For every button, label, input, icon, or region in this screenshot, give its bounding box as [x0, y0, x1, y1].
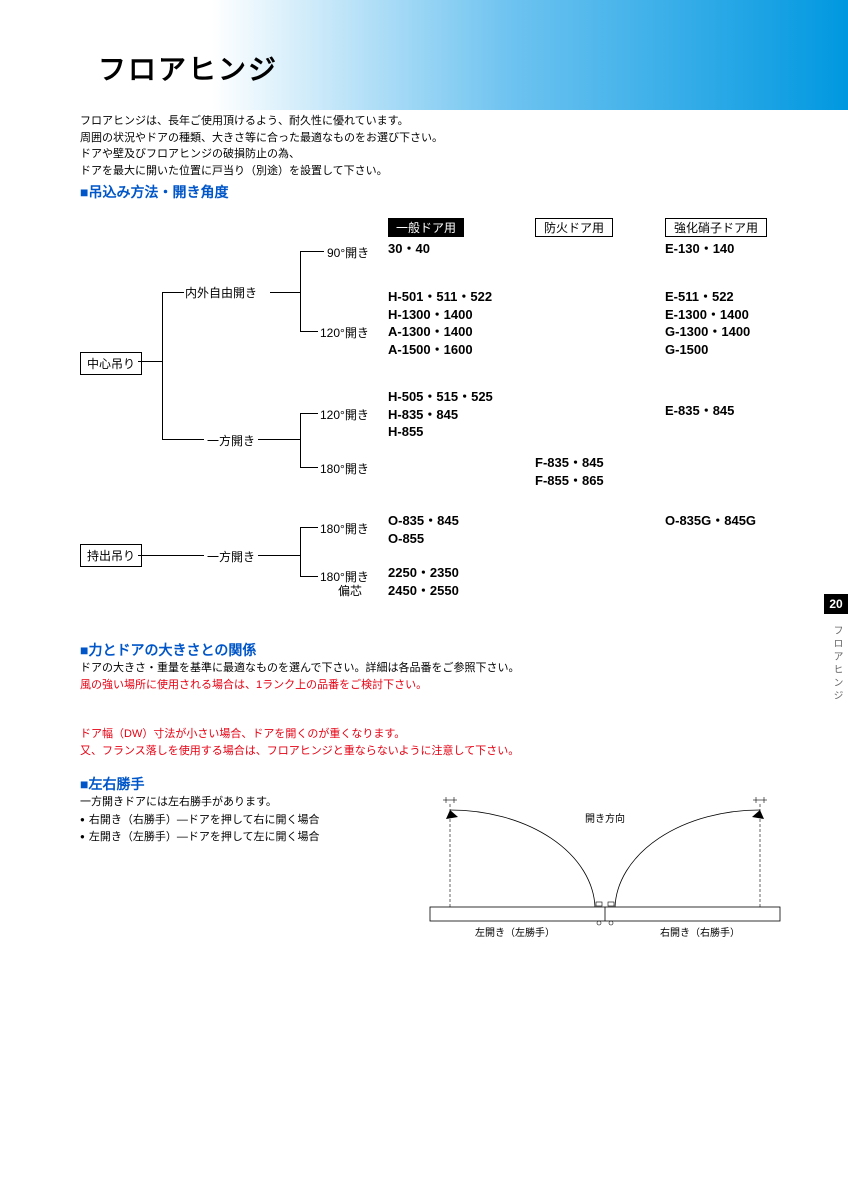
angle-180a: 180°開き — [320, 460, 369, 477]
prod-g-90: 30・40 — [388, 240, 430, 258]
swing-diagram: 開き方向 左開き（左勝手） 右開き（右勝手） — [420, 792, 790, 942]
header-band: フロアヒンジ — [0, 0, 848, 110]
sec3-bullet: 左開き（左勝手）―ドアを押して左に開く場合 — [80, 829, 320, 847]
sec2-line: ドアの大きさ・重量を基準に最適なものを選んで下さい。詳細は各品番をご参照下さい。 — [80, 660, 519, 677]
angle-120b: 120°開き — [320, 406, 369, 423]
sec3-line: 一方開きドアには左右勝手があります。 — [80, 794, 320, 812]
angle-180o: 180°開き — [320, 520, 369, 537]
page-title: フロアヒンジ — [98, 48, 848, 88]
angle-120a: 120°開き — [320, 324, 369, 341]
intro-line: 周囲の状況やドアの種類、大きさ等に合った最適なものをお選び下さい。 — [80, 130, 443, 147]
node-offset-hang: 持出吊り — [80, 544, 142, 567]
prod-g-180o: O-835・845 O-855 — [388, 512, 459, 547]
page-number-tab: 20 — [824, 594, 848, 614]
intro-line: フロアヒンジは、長年ご使用頂けるよう、耐久性に優れています。 — [80, 113, 443, 130]
intro-line: ドアを最大に開いた位置に戸当り（別途）を設置して下さい。 — [80, 163, 443, 180]
sec2-red: 又、フランス落しを使用する場合は、フロアヒンジと重ならないように注意して下さい。 — [80, 743, 519, 760]
section3-body: 一方開きドアには左右勝手があります。 右開き（右勝手）―ドアを押して右に開く場合… — [80, 794, 320, 847]
node-one-way-b: 一方開き — [207, 548, 255, 565]
diagram-open-dir: 開き方向 — [585, 812, 625, 825]
section1-header: ■吊込み方法・開き角度 — [80, 182, 228, 202]
sec3-bullet: 右開き（右勝手）―ドアを押して右に開く場合 — [80, 812, 320, 830]
intro-text: フロアヒンジは、長年ご使用頂けるよう、耐久性に優れています。 周囲の状況やドアの… — [80, 113, 443, 179]
angle-180e-sub: 偏芯 — [338, 582, 362, 599]
node-free-swing: 内外自由開き — [185, 284, 257, 301]
sec2-red: 風の強い場所に使用される場合は、1ランク上の品番をご検討下さい。 — [80, 677, 519, 694]
diagram-left: 左開き（左勝手） — [475, 926, 555, 939]
prod-gl-180o: O-835G・845G — [665, 512, 756, 530]
prod-g-180e: 2250・2350 2450・2550 — [388, 564, 459, 599]
prod-gl-120a: E-511・522 E-1300・1400 G-1300・1400 G-1500 — [665, 288, 750, 358]
node-center-hang: 中心吊り — [80, 352, 142, 375]
section2-header: ■力とドアの大きさとの関係 — [80, 640, 256, 660]
classification-tree: 中心吊り 持出吊り 内外自由開き 一方開き 一方開き 90°開き 120°開き … — [80, 214, 780, 614]
sec2-red: ドア幅（DW）寸法が小さい場合、ドアを開くのが重くなります。 — [80, 726, 519, 743]
node-one-way-a: 一方開き — [207, 432, 255, 449]
prod-g-120b: H-505・515・525 H-835・845 H-855 — [388, 388, 493, 441]
diagram-right: 右開き（右勝手） — [660, 926, 740, 939]
section3-header: ■左右勝手 — [80, 774, 144, 794]
angle-90: 90°開き — [327, 244, 369, 261]
prod-gl-90: E-130・140 — [665, 240, 734, 258]
prod-gl-120b: E-835・845 — [665, 402, 734, 420]
prod-f-180a: F-835・845 F-855・865 — [535, 454, 604, 489]
section2-body: ドアの大きさ・重量を基準に最適なものを選んで下さい。詳細は各品番をご参照下さい。… — [80, 660, 519, 759]
prod-g-120a: H-501・511・522 H-1300・1400 A-1300・1400 A-… — [388, 288, 492, 358]
intro-line: ドアや壁及びフロアヒンジの破損防止の為、 — [80, 146, 443, 163]
side-label: フロアヒンジ — [829, 625, 844, 703]
